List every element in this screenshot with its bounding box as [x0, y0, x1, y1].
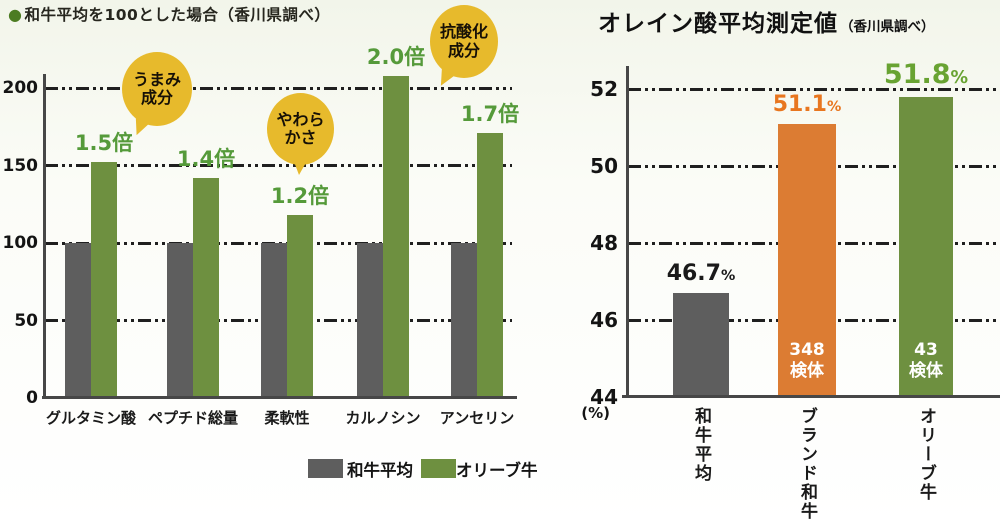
right-value-label-1: 51.1%	[737, 92, 877, 117]
right-ytick-48: 48	[590, 231, 618, 255]
left-category-label-3: カルノシン	[345, 409, 421, 427]
left-bar-olive-2	[287, 215, 313, 398]
bubble-umami-line1: うまみ	[132, 69, 181, 89]
left-bar-wagyu-4	[451, 243, 477, 398]
bubble-kosanka-line2: 成分	[447, 40, 480, 60]
bubble-yawaraka-line2: かさ	[284, 128, 317, 147]
right-value-label-0: 46.7%	[631, 261, 771, 286]
legend-swatch-wagyu	[308, 459, 343, 478]
left-ratio-label-3: 2.0倍	[366, 44, 426, 69]
left-bar-wagyu-2	[261, 243, 287, 398]
right-bar-1	[778, 123, 836, 397]
right-value-number-1: 51.1	[772, 91, 827, 117]
left-bar-olive-1	[193, 177, 219, 398]
left-x-axis	[42, 396, 517, 399]
right-gridline-52	[628, 87, 996, 91]
sample-count-unit: 検体	[790, 361, 824, 381]
right-value-label-2: 51.8%	[856, 59, 996, 90]
left-gridline-200	[45, 86, 512, 90]
left-chart-title: ● 和牛平均を100とした場合（香川県調べ）	[8, 3, 330, 25]
left-ratio-label-2: 1.2倍	[270, 184, 330, 209]
bubble-yawaraka-line1: やわら	[276, 109, 325, 129]
right-y-unit-label: (%)	[581, 404, 610, 422]
left-ratio-label-0: 1.5倍	[74, 131, 134, 156]
left-bar-wagyu-0	[65, 243, 91, 398]
speech-bubble-kosanka: 抗酸化 成分	[430, 5, 498, 78]
right-inner-label-2: 43 検体	[899, 340, 953, 382]
right-value-number-0: 46.7	[666, 261, 721, 286]
left-gridline-150	[45, 164, 512, 167]
left-category-label-1: ペプチド総量	[147, 409, 238, 427]
left-ytick-0: 0	[26, 388, 38, 408]
right-category-label-2: オリーブ牛	[916, 407, 936, 502]
speech-bubble-umami: うまみ 成分	[122, 52, 192, 126]
right-bar-2	[899, 96, 953, 397]
left-category-label-4: アンセリン	[439, 409, 515, 427]
sample-count-number: 348	[789, 340, 825, 360]
left-category-label-0: グルタミン酸	[45, 409, 136, 427]
left-ratio-label-4: 1.7倍	[460, 101, 520, 126]
percent-sign: %	[720, 268, 736, 284]
left-bar-wagyu-1	[167, 243, 193, 398]
right-inner-label-1: 348 検体	[778, 340, 836, 382]
left-chart-title-text: 和牛平均を100とした場合（香川県調べ）	[24, 6, 331, 24]
speech-bubble-yawaraka: やわら かさ	[267, 93, 334, 165]
left-category-label-2: 柔軟性	[264, 409, 310, 427]
left-ytick-150: 150	[2, 155, 39, 176]
right-bar-0	[673, 293, 729, 397]
left-ytick-200: 200	[2, 78, 39, 98]
legend-label-wagyu: 和牛平均	[347, 461, 413, 480]
left-bar-olive-0	[91, 162, 117, 398]
right-ytick-50: 50	[590, 154, 618, 178]
sample-count-number: 43	[914, 340, 938, 360]
bubble-kosanka-line1: 抗酸化	[439, 22, 488, 42]
right-chart-title-text: オレイン酸平均測定値	[598, 11, 838, 37]
sample-count-unit: 検体	[909, 361, 943, 381]
right-chart-title: オレイン酸平均測定値 （香川県調べ）	[598, 4, 935, 38]
percent-sign: %	[950, 67, 969, 88]
right-ytick-44: 44	[590, 385, 618, 409]
right-category-label-0: 和牛平均	[691, 407, 711, 483]
green-bullet-icon: ●	[8, 5, 23, 24]
right-y-axis	[626, 66, 629, 397]
right-ytick-52: 52	[590, 77, 618, 101]
left-y-axis	[43, 74, 46, 398]
left-ytick-100: 100	[2, 233, 39, 253]
right-chart-title-note: （香川県調べ）	[840, 19, 935, 35]
percent-sign: %	[826, 98, 842, 115]
legend-label-olive: オリーブ牛	[456, 461, 538, 480]
right-category-label-1: ブランド和牛	[797, 407, 817, 521]
left-bar-wagyu-3	[357, 243, 383, 398]
right-x-axis	[622, 395, 1000, 398]
left-bar-olive-4	[477, 132, 503, 398]
left-bar-olive-3	[383, 75, 409, 398]
left-ytick-50: 50	[14, 310, 38, 331]
left-ratio-label-1: 1.4倍	[176, 146, 236, 171]
bubble-umami-line2: 成分	[140, 88, 173, 107]
legend-swatch-olive	[421, 459, 456, 478]
bubble-tail-icon	[293, 159, 308, 175]
right-ytick-46: 46	[590, 308, 618, 332]
right-value-number-2: 51.8	[883, 58, 951, 90]
